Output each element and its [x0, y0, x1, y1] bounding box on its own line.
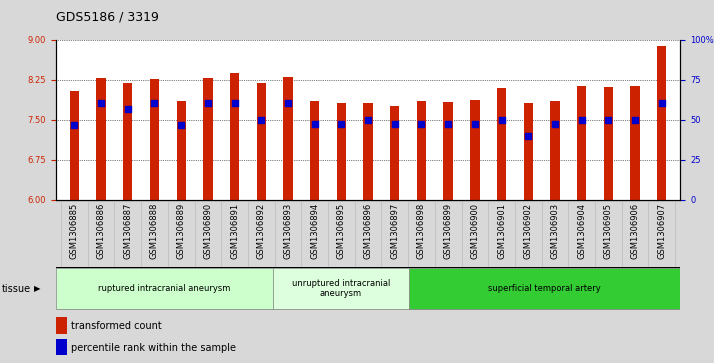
Bar: [497, 88, 506, 200]
Bar: [523, 103, 533, 200]
Text: GSM1306891: GSM1306891: [230, 203, 239, 259]
Text: GSM1306895: GSM1306895: [337, 203, 346, 259]
Text: GSM1306887: GSM1306887: [124, 203, 132, 260]
Point: [656, 100, 668, 106]
Bar: [96, 78, 106, 200]
Bar: [150, 79, 159, 200]
Bar: [56, 268, 273, 310]
Text: GDS5186 / 3319: GDS5186 / 3319: [56, 11, 159, 24]
Point: [176, 122, 187, 128]
Bar: [603, 87, 613, 200]
Point: [336, 121, 347, 127]
Text: ruptured intracranial aneurysm: ruptured intracranial aneurysm: [98, 284, 231, 293]
Point: [603, 117, 614, 123]
Text: GSM1306886: GSM1306886: [96, 203, 106, 260]
Point: [96, 100, 107, 106]
Text: GSM1306892: GSM1306892: [257, 203, 266, 259]
Point: [149, 100, 160, 106]
Bar: [390, 106, 399, 200]
Text: GSM1306899: GSM1306899: [443, 203, 453, 259]
Point: [549, 121, 560, 127]
Bar: [363, 103, 373, 200]
Bar: [550, 101, 560, 200]
Text: ▶: ▶: [34, 284, 41, 293]
Text: GSM1306898: GSM1306898: [417, 203, 426, 259]
Bar: [176, 101, 186, 200]
Text: GSM1306903: GSM1306903: [550, 203, 560, 259]
Text: GSM1306904: GSM1306904: [577, 203, 586, 259]
Point: [389, 121, 401, 127]
Point: [229, 100, 241, 106]
Bar: [203, 78, 213, 200]
Point: [363, 117, 374, 123]
Point: [416, 121, 427, 127]
Text: GSM1306905: GSM1306905: [604, 203, 613, 259]
Bar: [256, 83, 266, 200]
Bar: [70, 90, 79, 200]
Point: [629, 117, 640, 123]
Text: GSM1306901: GSM1306901: [497, 203, 506, 259]
Point: [469, 121, 481, 127]
Text: GSM1306902: GSM1306902: [524, 203, 533, 259]
Point: [443, 121, 454, 127]
Bar: [577, 86, 586, 200]
Bar: [471, 100, 480, 200]
Point: [496, 117, 507, 123]
Text: GSM1306906: GSM1306906: [630, 203, 640, 259]
Bar: [409, 268, 680, 310]
Point: [202, 100, 213, 106]
Text: transformed count: transformed count: [71, 321, 162, 331]
Point: [576, 117, 588, 123]
Bar: [630, 86, 640, 200]
Text: unruptured intracranial
aneurysm: unruptured intracranial aneurysm: [292, 279, 390, 298]
Point: [523, 133, 534, 139]
Text: tissue: tissue: [1, 284, 31, 294]
Bar: [123, 82, 133, 200]
Text: GSM1306907: GSM1306907: [658, 203, 666, 259]
Text: GSM1306897: GSM1306897: [391, 203, 399, 259]
Text: GSM1306885: GSM1306885: [70, 203, 79, 259]
Point: [69, 122, 80, 128]
Bar: [310, 101, 319, 200]
Bar: [337, 103, 346, 200]
Text: percentile rank within the sample: percentile rank within the sample: [71, 343, 236, 353]
Bar: [657, 46, 666, 200]
Text: GSM1306893: GSM1306893: [283, 203, 293, 259]
Text: GSM1306888: GSM1306888: [150, 203, 159, 260]
Text: GSM1306894: GSM1306894: [310, 203, 319, 259]
Bar: [283, 77, 293, 200]
Bar: [273, 268, 409, 310]
Bar: [417, 101, 426, 200]
Text: GSM1306896: GSM1306896: [363, 203, 373, 259]
Bar: [56, 339, 67, 355]
Point: [309, 121, 321, 127]
Text: GSM1306900: GSM1306900: [471, 203, 479, 259]
Bar: [230, 73, 239, 200]
Point: [282, 100, 293, 106]
Text: superficial temporal artery: superficial temporal artery: [488, 284, 601, 293]
Point: [122, 106, 134, 112]
Bar: [56, 317, 67, 334]
Point: [256, 117, 267, 123]
Bar: [443, 102, 453, 200]
Text: GSM1306889: GSM1306889: [176, 203, 186, 259]
Text: GSM1306890: GSM1306890: [203, 203, 212, 259]
